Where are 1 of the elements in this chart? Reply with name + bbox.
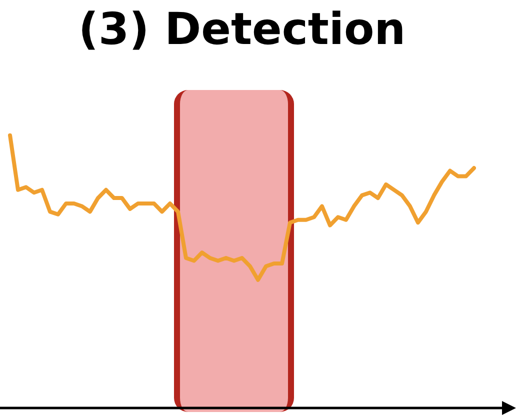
chart-title: (3) Detection — [78, 4, 406, 55]
